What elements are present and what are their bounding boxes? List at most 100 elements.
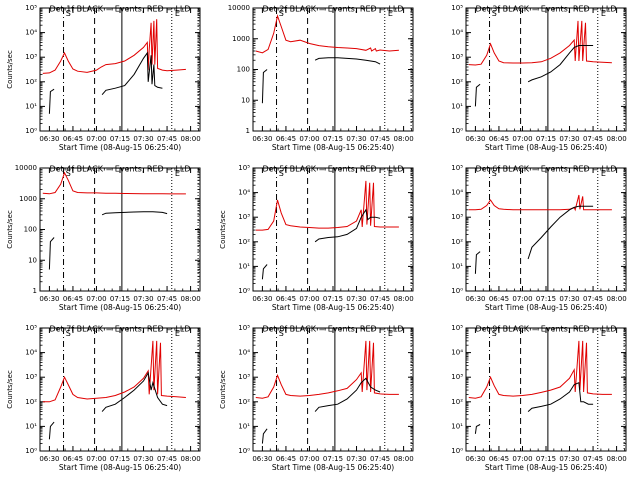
- x-tick-label: 07:45: [157, 135, 177, 143]
- interval-marker: S: [492, 329, 497, 338]
- x-tick-label: 07:15: [323, 295, 343, 303]
- lld-rate-line: [42, 19, 186, 74]
- x-tick-label: 07:15: [536, 295, 556, 303]
- events-rate-line: [474, 205, 594, 274]
- y-tick-label: 10000: [15, 164, 37, 172]
- detector-panel: Det 4f BLACK = Events, RED = LLD11010010…: [6, 164, 201, 312]
- interval-marker: E: [601, 169, 606, 178]
- interval-marker: S: [66, 329, 71, 338]
- interval-marker: S: [492, 169, 497, 178]
- y-tick-label: 10⁴: [238, 189, 250, 197]
- y-tick-label: 10²: [238, 238, 250, 246]
- y-axis-label: Counts/sec: [6, 210, 14, 249]
- x-tick-label: 08:00: [393, 295, 413, 303]
- lld-rate-line: [255, 180, 399, 231]
- y-tick-label: 10⁰: [238, 287, 250, 295]
- lld-rate-line: [468, 194, 612, 212]
- x-tick-label: 06:45: [489, 135, 509, 143]
- interval-marker: E: [175, 9, 180, 18]
- y-axis-label: Counts/sec: [219, 210, 227, 249]
- x-tick-label: 08:00: [393, 455, 413, 463]
- x-tick-label: 07:30: [559, 295, 579, 303]
- y-tick-label: 10⁰: [25, 447, 37, 455]
- y-tick-label: 10: [28, 256, 37, 264]
- y-tick-label: 10⁵: [25, 4, 37, 12]
- x-tick-label: 07:30: [559, 135, 579, 143]
- detector-panel: Det 3f BLACK = Events, RED = LLD10⁰10¹10…: [451, 4, 626, 152]
- y-tick-label: 10⁴: [451, 29, 463, 37]
- x-axis-label: Start Time (08-Aug-15 06:25:40): [485, 463, 607, 472]
- x-tick-label: 07:00: [86, 295, 106, 303]
- y-tick-label: 10³: [451, 53, 463, 61]
- interval-marker: E: [601, 9, 606, 18]
- x-tick-label: 06:45: [63, 135, 83, 143]
- x-tick-label: 06:45: [276, 135, 296, 143]
- x-axis-label: Start Time (08-Aug-15 06:25:40): [59, 143, 181, 152]
- detector-panel: Det 6f BLACK = Events, RED = LLD10⁰10¹10…: [451, 164, 626, 312]
- lld-rate-line: [255, 14, 399, 54]
- events-rate-line: [474, 381, 594, 434]
- events-rate-line: [474, 45, 594, 107]
- events-rate-line: [48, 371, 168, 440]
- y-tick-label: 10²: [451, 238, 463, 246]
- y-tick-label: 100: [24, 226, 37, 234]
- y-tick-label: 10³: [25, 53, 37, 61]
- interval-marker: S: [66, 169, 71, 178]
- y-axis-label: Counts/sec: [6, 370, 14, 409]
- x-axis-label: Start Time (08-Aug-15 06:25:40): [485, 143, 607, 152]
- y-tick-label: 10⁰: [451, 287, 463, 295]
- interval-marker: S: [66, 9, 71, 18]
- lld-rate-line: [42, 171, 186, 195]
- x-tick-label: 07:00: [299, 135, 319, 143]
- x-tick-label: 07:30: [346, 135, 366, 143]
- events-rate-line: [261, 57, 381, 104]
- x-tick-label: 07:15: [110, 295, 130, 303]
- x-tick-label: 07:15: [110, 455, 130, 463]
- y-axis-label: Counts/sec: [219, 370, 227, 409]
- y-tick-label: 10⁵: [25, 324, 37, 332]
- interval-marker: E: [175, 329, 180, 338]
- x-axis-label: Start Time (08-Aug-15 06:25:40): [272, 143, 394, 152]
- y-tick-label: 10⁴: [238, 349, 250, 357]
- interval-marker: E: [388, 9, 393, 18]
- y-tick-label: 1000: [232, 35, 250, 43]
- x-tick-label: 07:00: [512, 135, 532, 143]
- y-tick-label: 10¹: [238, 262, 250, 270]
- x-tick-label: 07:15: [536, 455, 556, 463]
- y-tick-label: 10⁰: [238, 447, 250, 455]
- x-tick-label: 07:45: [583, 135, 603, 143]
- y-tick-label: 10⁰: [451, 127, 463, 135]
- x-tick-label: 07:30: [133, 295, 153, 303]
- events-rate-line: [48, 211, 168, 270]
- x-tick-label: 07:45: [157, 455, 177, 463]
- interval-marker: E: [388, 329, 393, 338]
- interval-marker: S: [279, 169, 284, 178]
- x-tick-label: 07:45: [370, 455, 390, 463]
- x-axis-label: Start Time (08-Aug-15 06:25:40): [272, 463, 394, 472]
- detector-panel: Det 5f BLACK = Events, RED = LLD10⁰10¹10…: [219, 164, 414, 312]
- x-axis-label: Start Time (08-Aug-15 06:25:40): [59, 463, 181, 472]
- y-tick-label: 10³: [25, 373, 37, 381]
- x-tick-label: 06:45: [276, 295, 296, 303]
- y-tick-label: 10⁵: [451, 4, 463, 12]
- events-rate-line: [261, 377, 381, 444]
- y-tick-label: 10³: [238, 213, 250, 221]
- y-tick-label: 10¹: [451, 422, 463, 430]
- y-tick-label: 10²: [25, 398, 37, 406]
- y-tick-label: 10⁵: [451, 324, 463, 332]
- y-tick-label: 10¹: [25, 102, 37, 110]
- detector-panel: Det 2f BLACK = Events, RED = LLD11010010…: [228, 4, 414, 152]
- y-tick-label: 10⁴: [25, 29, 37, 37]
- x-tick-label: 07:45: [583, 455, 603, 463]
- x-tick-label: 08:00: [606, 295, 626, 303]
- y-tick-label: 10²: [451, 78, 463, 86]
- x-tick-label: 06:30: [465, 135, 485, 143]
- y-tick-label: 1: [33, 287, 37, 295]
- y-tick-label: 10²: [25, 78, 37, 86]
- y-tick-label: 10: [241, 96, 250, 104]
- x-tick-label: 07:45: [583, 295, 603, 303]
- x-tick-label: 07:30: [559, 455, 579, 463]
- x-tick-label: 07:00: [299, 295, 319, 303]
- y-tick-label: 10⁴: [451, 189, 463, 197]
- y-tick-label: 10¹: [25, 422, 37, 430]
